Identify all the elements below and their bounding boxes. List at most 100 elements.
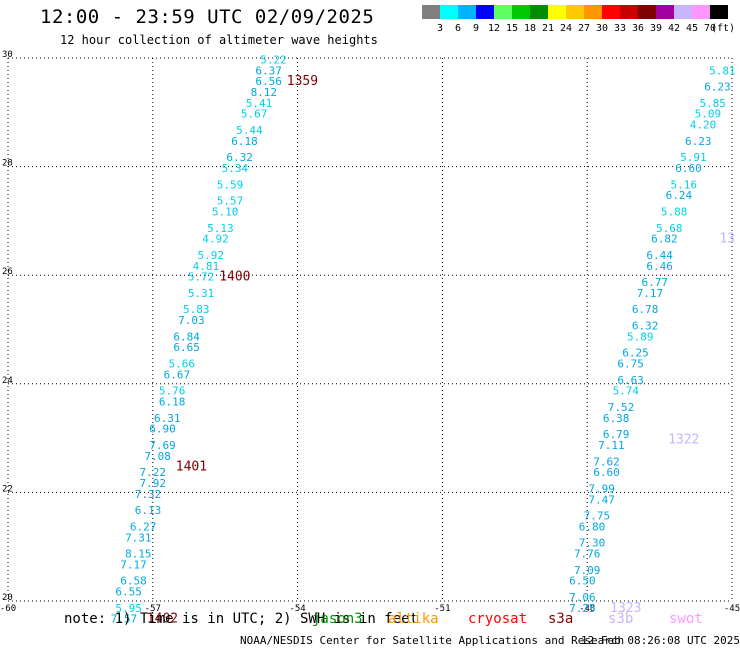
pass-number-label: 1359 xyxy=(287,74,318,89)
track-value-right: 6.50 xyxy=(569,575,596,588)
legend-label: 9 xyxy=(472,23,480,34)
track-value-left: 6.84 xyxy=(173,330,200,343)
track-value-right: 7.52 xyxy=(608,401,635,414)
track-value-left: 7.69 xyxy=(149,439,176,452)
track-value-right: 7.06 xyxy=(569,591,596,604)
track-value-left: 6.65 xyxy=(173,341,200,354)
track-value-right: 6.38 xyxy=(603,412,630,425)
legend-label: 12 xyxy=(487,23,501,34)
track-value-left: 6.67 xyxy=(164,368,191,381)
track-value-left: 4.81 xyxy=(193,260,220,273)
pass-number-label: 13 xyxy=(719,232,735,247)
lat-lon-grid xyxy=(7,57,733,602)
legend-label: 24 xyxy=(559,23,573,34)
legend-swatch xyxy=(422,5,440,19)
track-value-left: 6.18 xyxy=(159,396,186,409)
track-value-right: 7.62 xyxy=(593,455,620,468)
lon-tick-label: -60 xyxy=(0,604,16,614)
legend-swatch xyxy=(566,5,584,19)
track-value-right: 6.79 xyxy=(603,428,630,441)
track-value-left: 7.92 xyxy=(140,477,167,490)
track-value-left: 5.66 xyxy=(169,358,196,371)
track-value-right: 5.74 xyxy=(613,385,640,398)
track-value-right: 7.76 xyxy=(574,548,601,561)
track-value-right: 5.81 xyxy=(709,64,736,77)
track-value-right: 4.20 xyxy=(690,119,717,132)
track-value-left: 8.12 xyxy=(251,86,278,99)
track-value-left: 5.83 xyxy=(183,303,210,316)
legend-swatch xyxy=(674,5,692,19)
track-value-left: 6.56 xyxy=(255,75,282,88)
track-value-right: 6.60 xyxy=(593,466,620,479)
track-value-right: 6.32 xyxy=(632,320,659,333)
mission-label-cryosat: cryosat xyxy=(468,611,528,627)
legend-label: 30 xyxy=(595,23,609,34)
track-value-left: 6.27 xyxy=(130,520,157,533)
legend-swatch xyxy=(584,5,602,19)
track-value-left: 6.18 xyxy=(231,135,258,148)
legend-label: 27 xyxy=(577,23,591,34)
track-value-right: 7.30 xyxy=(579,537,606,550)
legend-swatch xyxy=(440,5,458,19)
legend-label: 18 xyxy=(523,23,537,34)
lat-tick-label: 20 xyxy=(2,593,13,603)
track-value-left: 8.15 xyxy=(125,548,152,561)
track-value-left: 6.13 xyxy=(135,504,162,517)
track-value-left: 5.10 xyxy=(212,205,239,218)
track-value-left: 5.95 xyxy=(115,602,142,615)
track-value-right: 6.63 xyxy=(617,374,644,387)
track-value-left: 5.57 xyxy=(217,195,244,208)
track-value-left: 7.32 xyxy=(135,488,162,501)
track-value-right: 7.75 xyxy=(584,510,611,523)
track-value-right: 5.88 xyxy=(661,205,688,218)
legend-label: 33 xyxy=(613,23,627,34)
legend-swatch xyxy=(530,5,548,19)
track-value-left: 7.08 xyxy=(144,450,171,463)
mission-label-jason3: jason3 xyxy=(312,611,363,627)
legend-label: 36 xyxy=(631,23,645,34)
track-value-left: 6.37 xyxy=(255,64,282,77)
legend-label: 45 xyxy=(685,23,699,34)
track-value-right: 6.25 xyxy=(622,347,649,360)
lon-tick-label: -45 xyxy=(724,604,740,614)
track-value-left: 7.03 xyxy=(178,314,205,327)
legend-swatch xyxy=(548,5,566,19)
legend-swatch xyxy=(476,5,494,19)
track-value-left: 6.31 xyxy=(154,412,181,425)
lon-tick-label: -48 xyxy=(579,604,595,614)
track-value-right: 6.82 xyxy=(651,233,678,246)
track-value-right: 5.16 xyxy=(670,178,697,191)
pass-number-label: 1322 xyxy=(668,433,699,448)
legend-swatch xyxy=(494,5,512,19)
track-value-left: 5.34 xyxy=(222,162,249,175)
track-value-left: 5.44 xyxy=(236,124,263,137)
legend-label: 42 xyxy=(667,23,681,34)
track-value-left: 5.76 xyxy=(159,385,186,398)
legend-unit: (ft) xyxy=(710,23,736,34)
legend-swatch xyxy=(512,5,530,19)
lat-tick-label: 28 xyxy=(2,159,13,169)
axis-tick-labels: -60 -57 -54 -51 -48 -45 20 22 24 26 28 30 xyxy=(0,50,740,614)
track-value-right: 5.85 xyxy=(699,97,726,110)
legend-label: 21 xyxy=(541,23,555,34)
lat-tick-label: 24 xyxy=(2,376,13,386)
map-title: 12:00 - 23:59 UTC 02/09/2025 xyxy=(40,6,375,28)
legend-label: 6 xyxy=(454,23,462,34)
pass-number-label: 1400 xyxy=(219,270,250,285)
track-value-left: 6.90 xyxy=(149,423,176,436)
track-value-right: 7.09 xyxy=(574,564,601,577)
legend-label: 39 xyxy=(649,23,663,34)
track-value-right: 7.17 xyxy=(637,287,664,300)
legend-label: 70 xyxy=(703,23,717,34)
track-value-left: 5.13 xyxy=(207,222,234,235)
track-value-right: 6.46 xyxy=(646,260,673,273)
lat-tick-label: 22 xyxy=(2,484,13,494)
track-value-left: 7.17 xyxy=(120,558,147,571)
pass-number-label: 1402 xyxy=(147,612,178,627)
track-value-left: 7.57 xyxy=(111,613,138,626)
legend-swatch xyxy=(710,5,728,19)
credit-text: NOAA/NESDIS Center for Satellite Applica… xyxy=(240,634,625,647)
legend-swatch xyxy=(692,5,710,19)
track-value-left: 5.92 xyxy=(197,249,224,262)
track-value-right: 6.78 xyxy=(632,303,659,316)
